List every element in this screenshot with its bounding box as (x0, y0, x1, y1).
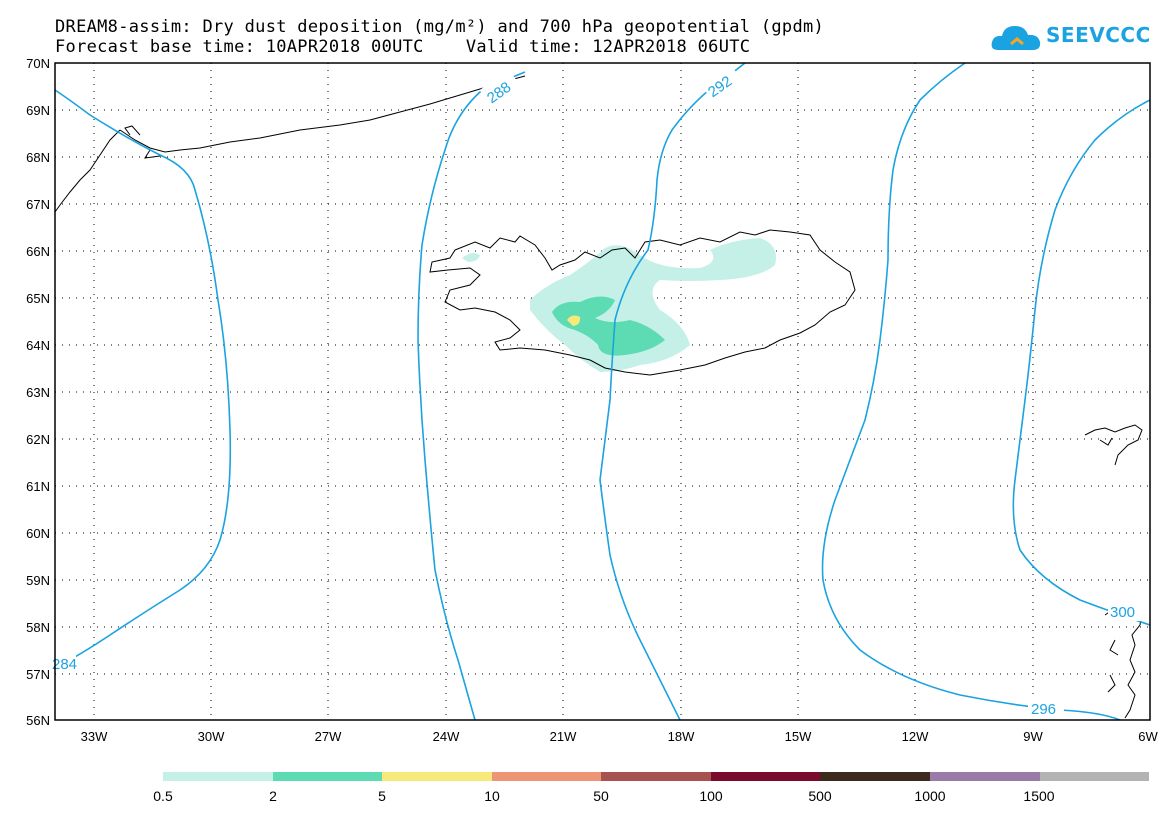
lat-label-59n: 59N (26, 573, 50, 588)
legend-swatch (601, 772, 711, 781)
legend-label: 100 (699, 788, 723, 804)
iceland-coast (429, 229, 856, 376)
legend-swatch (382, 772, 492, 781)
legend-label: 2 (269, 788, 277, 804)
map-subtitle: Forecast base time: 10APR2018 00UTC Vali… (55, 37, 751, 57)
legend-swatch (929, 772, 1040, 781)
legend-swatch (272, 772, 383, 781)
legend-label: 5 (378, 788, 386, 804)
lon-label-27w: 27W (315, 729, 342, 744)
legend-swatch (1039, 772, 1150, 781)
legend-swatch (820, 772, 930, 781)
dust-area-low-2 (462, 253, 480, 262)
legend-label: 0.5 (153, 788, 173, 804)
legend-swatch (163, 772, 273, 781)
coastline (54, 75, 1143, 719)
contour-300 (1012, 99, 1151, 626)
logo-text: SEEVCCC (1046, 23, 1151, 47)
contour-288 (417, 71, 526, 721)
color-legend (163, 772, 1150, 781)
lon-label-15w: 15W (785, 729, 812, 744)
dust-field (462, 238, 776, 372)
legend-swatch (710, 772, 821, 781)
graticule (55, 63, 1150, 720)
lat-label-68n: 68N (26, 150, 50, 165)
lat-label-65n: 65N (26, 291, 50, 306)
contour-labels: 284 288 292 296 300 (48, 63, 1144, 718)
lat-label-67n: 67N (26, 197, 50, 212)
lat-label-58n: 58N (26, 620, 50, 635)
lat-label-57n: 57N (26, 667, 50, 682)
dust-area-mid (552, 296, 665, 356)
lon-label-30w: 30W (198, 729, 225, 744)
cloud-logo-icon (991, 26, 1041, 50)
lon-label-12w: 12W (902, 729, 929, 744)
legend-label: 1500 (1023, 788, 1055, 804)
contour-284 (54, 89, 232, 669)
map-title: DREAM8-assim: Dry dust deposition (mg/m²… (55, 17, 825, 37)
lat-label-70n: 70N (26, 56, 50, 71)
geopotential-contours (54, 62, 1151, 721)
longitude-labels: 33W 30W 27W 24W 21W 18W 15W 12W 9W 6W (81, 729, 1159, 744)
legend-label: 10 (484, 788, 500, 804)
lat-label-62n: 62N (26, 432, 50, 447)
legend-label: 500 (808, 788, 832, 804)
map-frame (54, 62, 1151, 721)
legend-label: 1000 (914, 788, 946, 804)
lat-label-63n: 63N (26, 385, 50, 400)
faroe-coast (1084, 424, 1143, 466)
latitude-labels: 70N 69N 68N 67N 66N 65N 64N 63N 62N 61N … (26, 56, 50, 728)
lon-label-33w: 33W (81, 729, 108, 744)
lat-label-60n: 60N (26, 526, 50, 541)
contour-292 (599, 62, 746, 721)
contour-label-284: 284 (52, 656, 77, 673)
lon-label-9w: 9W (1023, 729, 1043, 744)
contour-label-296: 296 (1031, 701, 1056, 718)
lat-label-69n: 69N (26, 103, 50, 118)
lat-label-66n: 66N (26, 244, 50, 259)
scotland-coast (1104, 604, 1143, 719)
contour-296 (821, 62, 1121, 721)
contour-label-300: 300 (1110, 604, 1135, 621)
lon-label-18w: 18W (668, 729, 695, 744)
lat-label-64n: 64N (26, 338, 50, 353)
legend-label: 50 (593, 788, 609, 804)
greenland-coast (54, 75, 526, 213)
lat-label-61n: 61N (26, 479, 50, 494)
lat-label-56n: 56N (26, 713, 50, 728)
lon-label-24w: 24W (433, 729, 460, 744)
lon-label-21w: 21W (550, 729, 577, 744)
dust-area-high (567, 315, 581, 326)
lon-label-6w: 6W (1138, 729, 1158, 744)
legend-swatch (491, 772, 602, 781)
